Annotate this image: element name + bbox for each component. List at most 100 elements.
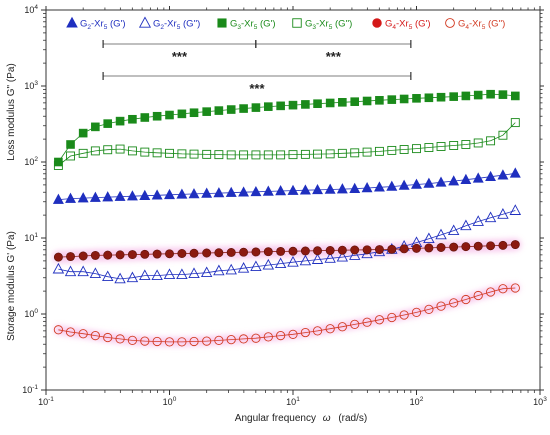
highlight-band bbox=[52, 238, 522, 264]
legend-label-base: G bbox=[80, 19, 87, 30]
data-point bbox=[338, 98, 347, 107]
legend-label-sub2: 5 bbox=[482, 24, 486, 31]
x-tick-label-base: 10 bbox=[533, 397, 543, 407]
legend-marker bbox=[292, 18, 302, 28]
data-point bbox=[177, 337, 187, 347]
data-point bbox=[152, 249, 162, 259]
data-point bbox=[498, 284, 508, 294]
data-point bbox=[300, 327, 311, 338]
data-point bbox=[336, 183, 348, 194]
series-5 bbox=[53, 240, 520, 262]
data-point bbox=[225, 263, 237, 275]
data-point bbox=[424, 93, 434, 103]
data-point bbox=[238, 186, 249, 197]
data-point bbox=[362, 147, 372, 157]
data-point bbox=[189, 149, 199, 159]
legend-label-mid: -Xr bbox=[164, 19, 177, 30]
x-axis-label-text: Angular frequency bbox=[235, 413, 316, 424]
data-point bbox=[424, 143, 434, 152]
x-tick-label-exp: 1 bbox=[296, 396, 300, 403]
data-point bbox=[497, 208, 509, 219]
data-point bbox=[387, 244, 397, 254]
data-point bbox=[237, 262, 250, 273]
legend-label: G2-Xr5 (G'') bbox=[153, 19, 200, 32]
x-tick-label: 103 bbox=[533, 396, 547, 407]
data-point bbox=[189, 248, 199, 258]
data-point bbox=[449, 92, 458, 101]
data-point bbox=[226, 150, 236, 160]
data-point bbox=[139, 269, 151, 281]
legend-item-2: G2-Xr5 (G'') bbox=[138, 16, 200, 32]
data-point bbox=[287, 184, 299, 195]
data-point bbox=[375, 96, 384, 105]
data-point bbox=[115, 116, 125, 126]
data-point bbox=[177, 249, 187, 258]
legend-label-sub2: 5 bbox=[254, 24, 258, 31]
data-point bbox=[510, 283, 520, 293]
data-point bbox=[486, 89, 495, 99]
data-point bbox=[387, 145, 397, 155]
x-tick-label-base: 10 bbox=[163, 397, 173, 407]
data-point bbox=[78, 148, 88, 158]
data-point bbox=[251, 103, 261, 112]
data-point bbox=[350, 245, 360, 255]
data-point bbox=[412, 94, 421, 103]
data-point bbox=[214, 150, 224, 160]
y-tick-label: 100 bbox=[24, 308, 38, 319]
data-point bbox=[461, 140, 471, 149]
x-axis-label-units: (rad/s) bbox=[338, 413, 367, 424]
data-point bbox=[510, 118, 520, 128]
data-point bbox=[152, 111, 162, 121]
data-point bbox=[325, 98, 335, 108]
legend-label-sub2: 5 bbox=[409, 24, 413, 31]
data-point bbox=[201, 187, 213, 198]
data-point bbox=[386, 180, 398, 191]
data-point bbox=[103, 145, 113, 155]
data-point bbox=[300, 246, 310, 256]
data-point bbox=[127, 146, 137, 156]
data-point bbox=[349, 249, 361, 260]
data-point bbox=[89, 191, 101, 202]
data-point bbox=[263, 332, 273, 342]
legend-label-tail: (G'') bbox=[180, 19, 200, 30]
data-point bbox=[301, 100, 310, 109]
data-point bbox=[473, 90, 483, 100]
data-point bbox=[486, 241, 496, 251]
legend-label: G3-Xr5 (G') bbox=[230, 19, 275, 32]
data-point bbox=[325, 246, 335, 255]
legend-item-5: G4-Xr5 (G') bbox=[372, 18, 430, 31]
data-point bbox=[214, 335, 224, 345]
data-point bbox=[313, 99, 322, 108]
data-point bbox=[139, 189, 151, 200]
y-tick-label-base: 10 bbox=[24, 81, 34, 91]
data-point bbox=[65, 192, 77, 203]
data-point bbox=[66, 151, 75, 161]
data-point bbox=[424, 243, 434, 253]
legend-label: G2-Xr5 (G') bbox=[80, 19, 125, 32]
legend-label-sub2: 5 bbox=[329, 24, 333, 31]
data-point bbox=[460, 173, 472, 184]
data-point bbox=[436, 301, 446, 311]
data-point bbox=[214, 248, 224, 258]
data-point bbox=[412, 144, 421, 154]
data-point bbox=[189, 336, 199, 347]
legend-label-tail: (G'') bbox=[485, 19, 505, 30]
data-point bbox=[152, 148, 162, 158]
data-point bbox=[151, 189, 163, 200]
data-point bbox=[423, 232, 435, 244]
data-point bbox=[251, 247, 261, 257]
data-point bbox=[103, 250, 113, 260]
data-point bbox=[461, 91, 471, 101]
legend-item-3: G3-Xr5 (G') bbox=[217, 18, 275, 32]
data-point bbox=[362, 245, 372, 255]
data-point bbox=[90, 146, 100, 156]
data-point bbox=[299, 254, 312, 266]
data-point bbox=[128, 114, 137, 124]
data-point bbox=[485, 287, 496, 297]
data-point bbox=[461, 294, 471, 305]
data-point bbox=[448, 175, 460, 186]
data-point bbox=[152, 336, 162, 347]
data-point bbox=[299, 184, 311, 195]
